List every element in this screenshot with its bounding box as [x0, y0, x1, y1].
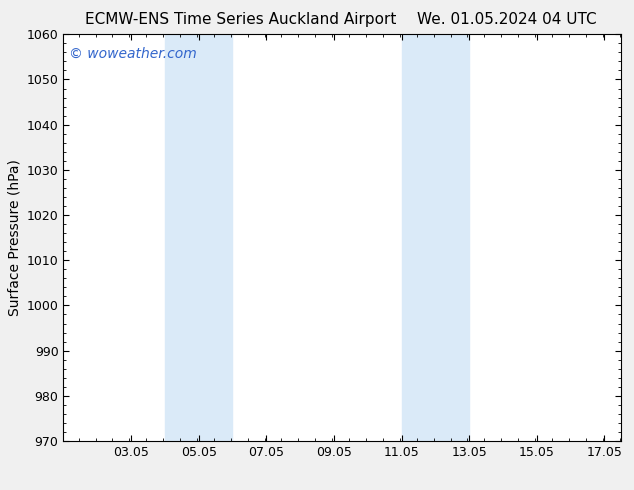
- Bar: [401, 34, 469, 441]
- Text: ECMW-ENS Time Series Auckland Airport: ECMW-ENS Time Series Auckland Airport: [85, 12, 397, 27]
- Y-axis label: Surface Pressure (hPa): Surface Pressure (hPa): [7, 159, 21, 316]
- Bar: [165, 34, 233, 441]
- Text: © woweather.com: © woweather.com: [69, 47, 197, 60]
- Text: We. 01.05.2024 04 UTC: We. 01.05.2024 04 UTC: [417, 12, 597, 27]
